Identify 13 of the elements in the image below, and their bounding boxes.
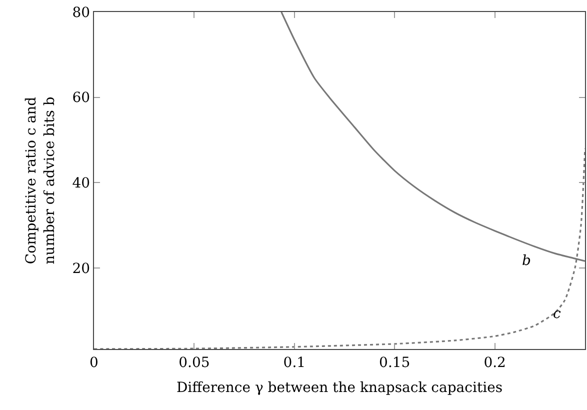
y-tick-label: 60	[72, 90, 90, 106]
series-label: b	[522, 253, 531, 269]
x-tick-label: 0	[90, 354, 98, 371]
series-label: c	[553, 306, 561, 322]
y-tick-label: 20	[72, 260, 90, 277]
y-tick-label: 40	[72, 176, 90, 192]
x-axis-title: Difference γ between the knapsack capacities	[176, 380, 503, 396]
x-tick-label: 0.15	[379, 354, 410, 371]
y-axis-title: Competitive ratio c and number of advice bits b	[24, 96, 58, 264]
y-tick-label: 80	[72, 4, 90, 21]
x-tick-label: 0.05	[178, 354, 210, 371]
x-tick-label: 0.1	[283, 354, 306, 371]
x-tick-label: 0.2	[484, 354, 506, 371]
